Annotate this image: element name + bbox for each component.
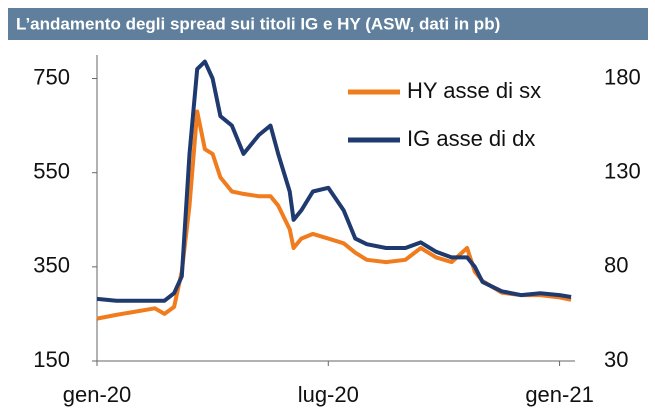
x-tick-label: lug-20: [298, 382, 359, 407]
x-tick-label: gen-20: [63, 382, 132, 407]
y-tick-label: 550: [33, 159, 70, 184]
legend-label: IG asse di dx: [407, 126, 535, 151]
y-tick-label: 750: [33, 64, 70, 89]
y2-tick-label: 130: [604, 159, 641, 184]
series-line: [96, 59, 572, 303]
title-bar: [8, 8, 648, 40]
y2-tick-label: 30: [604, 347, 628, 372]
legend-label: HY asse di sx: [407, 78, 541, 103]
y-tick-label: 150: [33, 347, 70, 372]
y2-tick-label: 80: [604, 253, 628, 278]
x-tick-label: gen-21: [525, 382, 594, 407]
y2-tick-label: 180: [604, 64, 641, 89]
y-tick-label: 350: [33, 253, 70, 278]
chart-title: L’andamento degli spread sui titoli IG e…: [16, 14, 500, 33]
